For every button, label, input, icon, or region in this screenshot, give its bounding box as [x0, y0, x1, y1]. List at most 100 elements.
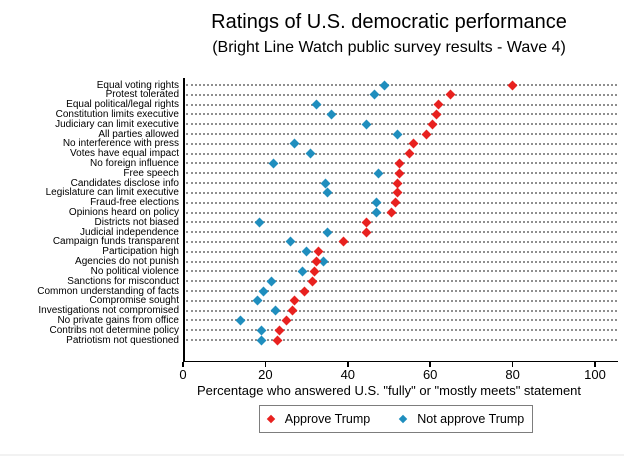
category-label: Legislature can limit executive — [45, 187, 179, 199]
gridline — [186, 221, 617, 224]
marker-not-approve-trump — [266, 276, 277, 287]
x-tick — [429, 362, 431, 367]
marker-approve-trump — [272, 335, 283, 345]
marker-not-approve-trump — [256, 325, 267, 336]
marker-approve-trump — [421, 129, 432, 139]
marker-not-approve-trump — [373, 168, 384, 179]
marker-not-approve-trump — [305, 148, 316, 159]
legend-label: Not approve Trump — [417, 412, 525, 426]
gridline — [186, 142, 617, 145]
marker-not-approve-trump — [371, 207, 382, 218]
category-label: Districts not biased — [94, 216, 179, 228]
category-label: All parties allowed — [98, 128, 179, 140]
y-axis-line — [183, 78, 185, 362]
gridline — [186, 152, 617, 155]
marker-not-approve-trump — [320, 178, 331, 189]
gridline — [186, 103, 617, 106]
x-tick-label: 60 — [422, 367, 438, 382]
marker-approve-trump — [394, 168, 405, 179]
category-label: Investigations not compromised — [38, 305, 179, 317]
marker-not-approve-trump — [256, 335, 267, 345]
gridline — [186, 84, 617, 86]
marker-not-approve-trump — [322, 227, 333, 238]
marker-approve-trump — [392, 187, 403, 198]
category-label: Agencies do not punish — [75, 256, 179, 268]
marker-approve-trump — [361, 217, 372, 228]
gridline — [186, 250, 617, 253]
category-label: Equal voting rights — [96, 79, 179, 91]
category-label: Campaign funds transparent — [52, 236, 179, 248]
legend: Approve Trump Not approve Trump — [259, 405, 533, 433]
x-tick-label: 0 — [179, 367, 187, 382]
marker-approve-trump — [427, 119, 438, 130]
marker-approve-trump — [386, 207, 396, 218]
category-label: Equal political/legal rights — [66, 99, 179, 111]
x-tick-label: 80 — [505, 367, 520, 382]
legend-diamond-icon — [266, 414, 276, 424]
marker-approve-trump — [338, 237, 349, 247]
category-label: Contribs not determine policy — [49, 324, 179, 336]
chart-title: Ratings of U.S. democratic performance — [211, 11, 567, 33]
gridline — [186, 113, 617, 116]
marker-not-approve-trump — [371, 197, 382, 208]
marker-not-approve-trump — [369, 89, 380, 100]
category-label: Sanctions for misconduct — [67, 275, 179, 287]
marker-approve-trump — [433, 99, 444, 110]
marker-not-approve-trump — [322, 187, 333, 198]
marker-approve-trump — [307, 276, 318, 287]
category-label: No interference with press — [62, 138, 179, 150]
x-tick-label: 20 — [258, 367, 273, 382]
marker-approve-trump — [445, 89, 456, 100]
marker-not-approve-trump — [254, 217, 265, 228]
marker-approve-trump — [394, 158, 405, 169]
category-label: Free speech — [123, 167, 179, 179]
x-axis-line — [183, 360, 618, 362]
marker-not-approve-trump — [252, 295, 263, 306]
x-axis-label: Percentage who answered U.S. "fully" or … — [196, 383, 582, 398]
marker-not-approve-trump — [326, 109, 337, 120]
marker-not-approve-trump — [268, 158, 279, 169]
gridline — [186, 280, 617, 283]
legend-diamond-icon — [398, 414, 408, 424]
marker-approve-trump — [431, 109, 442, 120]
x-tick — [594, 362, 596, 367]
gridline — [186, 93, 617, 96]
category-label: No foreign influence — [90, 157, 179, 169]
marker-not-approve-trump — [311, 99, 322, 110]
category-label: Common understanding of facts — [37, 285, 179, 297]
chart-subtitle: (Bright Line Watch public survey results… — [212, 39, 566, 56]
category-label: Protest tolerated — [105, 89, 179, 101]
marker-approve-trump — [390, 197, 401, 208]
marker-not-approve-trump — [235, 315, 246, 326]
category-label: Candidates disclose info — [70, 177, 179, 189]
gridline — [186, 339, 617, 342]
marker-approve-trump — [408, 138, 419, 149]
gridline — [186, 309, 617, 312]
category-label: No private gains from office — [57, 314, 179, 326]
legend-label: Approve Trump — [284, 412, 371, 426]
gridline — [186, 240, 617, 243]
legend-item: Approve Trump — [266, 412, 371, 426]
marker-not-approve-trump — [297, 266, 308, 277]
category-label: Fraud-free elections — [90, 197, 179, 209]
marker-approve-trump — [287, 305, 298, 316]
gridline — [186, 329, 617, 332]
x-tick — [182, 362, 184, 367]
category-label: Votes have equal impact — [70, 148, 179, 160]
category-label: Judicial independence — [80, 226, 179, 238]
marker-not-approve-trump — [361, 119, 372, 130]
x-tick — [264, 362, 267, 367]
gridline — [186, 211, 617, 214]
marker-approve-trump — [507, 80, 518, 90]
marker-not-approve-trump — [289, 138, 300, 149]
marker-approve-trump — [314, 246, 324, 257]
marker-approve-trump — [404, 148, 415, 159]
marker-approve-trump — [309, 266, 320, 277]
gridline — [186, 290, 617, 292]
marker-not-approve-trump — [301, 246, 312, 257]
gridline — [186, 260, 617, 263]
category-label: Judiciary can limit executive — [55, 118, 179, 130]
category-label: Constitution limits executive — [55, 108, 179, 120]
marker-approve-trump — [289, 295, 300, 306]
